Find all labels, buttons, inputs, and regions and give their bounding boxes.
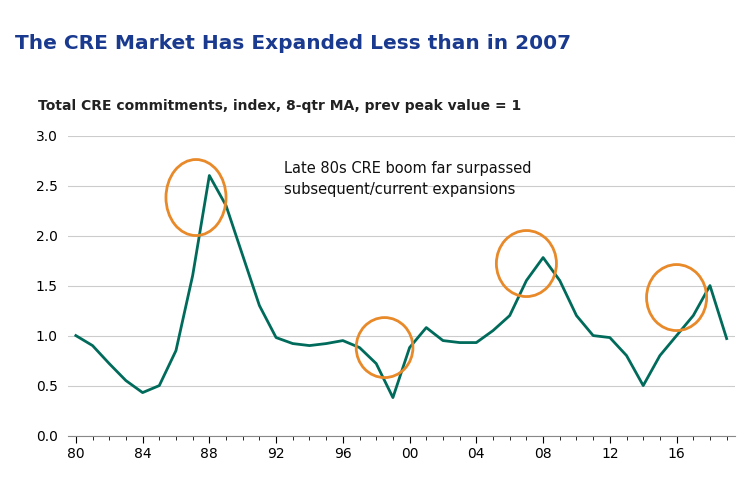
Text: The CRE Market Has Expanded Less than in 2007: The CRE Market Has Expanded Less than in… (15, 34, 572, 53)
Text: Total CRE commitments, index, 8-qtr MA, prev peak value = 1: Total CRE commitments, index, 8-qtr MA, … (38, 99, 520, 113)
Text: Late 80s CRE boom far surpassed
subsequent/current expansions: Late 80s CRE boom far surpassed subseque… (284, 161, 532, 197)
